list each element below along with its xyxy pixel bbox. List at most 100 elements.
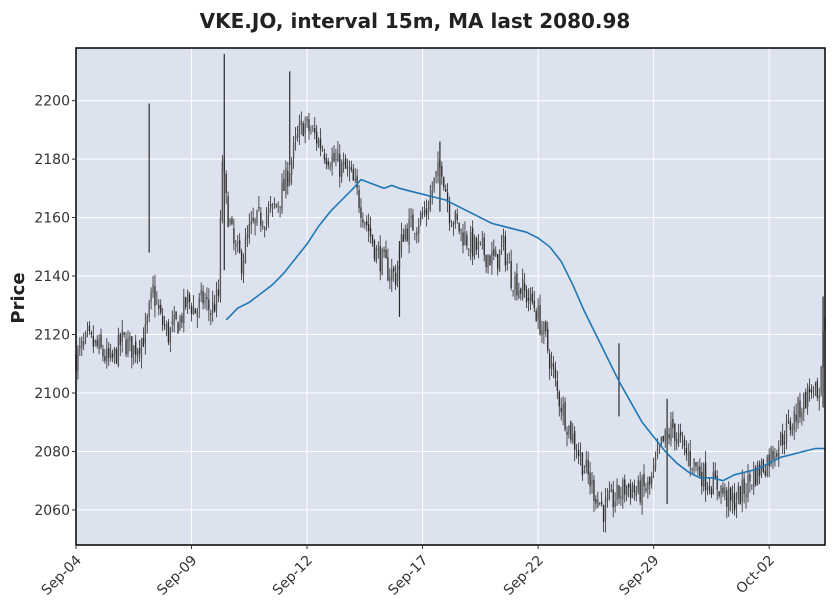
candle-body — [583, 470, 585, 474]
candle-body — [758, 464, 761, 476]
candle-body — [367, 224, 370, 232]
candle-body — [683, 439, 686, 446]
candle-body — [693, 458, 695, 466]
candle-body — [167, 322, 170, 343]
candle-body — [240, 251, 243, 274]
candle-body — [109, 352, 112, 359]
candle-body — [362, 219, 364, 223]
candle-body — [179, 317, 181, 330]
y-axis-label: Price — [8, 272, 29, 323]
candle-body — [491, 251, 493, 265]
candle-body — [504, 236, 507, 266]
candle-body — [148, 302, 150, 318]
candle-body — [327, 161, 329, 166]
candle-body — [533, 300, 535, 309]
candle-body — [358, 190, 360, 208]
candle-body — [731, 494, 734, 503]
candle-body — [620, 496, 622, 500]
candle-body — [724, 487, 726, 496]
candle-body — [169, 327, 172, 343]
candle-body — [635, 491, 637, 497]
candle-body — [129, 336, 131, 341]
candle-body — [81, 340, 83, 348]
candle-body — [117, 335, 120, 366]
candle-body — [728, 488, 730, 511]
x-tick-label: Sep-12 — [270, 553, 316, 599]
candle-body — [458, 222, 460, 232]
candle-body — [473, 236, 476, 255]
candle-body — [787, 419, 790, 423]
candle-body — [456, 213, 458, 221]
candle-body — [127, 338, 129, 355]
candle-body — [202, 290, 204, 304]
candle-body — [610, 489, 612, 492]
candle-body — [658, 445, 661, 447]
candle-body — [733, 492, 736, 511]
candle-body — [312, 128, 314, 130]
candle-body — [554, 369, 557, 379]
moving-average-line — [225, 178, 825, 482]
candle-body — [254, 219, 256, 225]
candle-body — [119, 334, 121, 346]
candle-body — [387, 257, 389, 281]
candle-body — [445, 189, 447, 192]
candle-body — [337, 152, 339, 162]
candle-body — [369, 228, 372, 237]
candle-body — [102, 349, 104, 357]
candle-body — [283, 178, 285, 191]
candle-body — [221, 161, 224, 221]
candle-body — [285, 168, 287, 194]
candle-body — [631, 488, 634, 499]
candle-body — [706, 488, 709, 491]
candle-body — [622, 480, 624, 500]
plot-area: 2060 2080 2100 2120 2140 2160 2180 2200 Sep-04 Se… — [34, 47, 826, 599]
candle-body — [687, 453, 689, 456]
candle-body — [348, 168, 351, 171]
candle-body — [454, 211, 456, 224]
candle-body — [608, 491, 611, 499]
candle-body — [161, 315, 164, 325]
candle-body — [381, 249, 383, 276]
candle-body — [579, 452, 582, 458]
candle-body — [545, 321, 547, 332]
candle-body — [210, 313, 212, 315]
candle-body — [470, 231, 472, 253]
candle-body — [649, 476, 651, 485]
candle-body — [435, 171, 437, 177]
candle-body — [739, 486, 741, 505]
candle-body — [106, 348, 108, 362]
candle-body — [460, 228, 462, 231]
candle-body — [188, 294, 191, 303]
candle-body — [558, 391, 560, 407]
candle-body — [344, 158, 347, 169]
candle-body — [510, 261, 512, 289]
candle-body — [187, 291, 189, 304]
y-tick-label: 2080 — [34, 444, 70, 460]
candle-body — [602, 505, 605, 522]
candle-body — [144, 324, 146, 344]
candle-body — [564, 402, 566, 430]
candle-body — [271, 203, 274, 209]
y-tick-label: 2120 — [34, 328, 70, 344]
candle-body — [685, 447, 688, 454]
x-tick-label: Sep-29 — [616, 553, 662, 599]
candle-body — [674, 424, 676, 442]
candle-body — [258, 207, 260, 209]
candle-body — [443, 177, 445, 188]
candle-body — [793, 411, 795, 430]
candle-body — [175, 311, 177, 319]
candle-body — [233, 228, 235, 244]
candle-body — [104, 356, 106, 361]
candle-body — [448, 203, 451, 224]
candle-body — [595, 498, 597, 504]
candle-body — [135, 341, 137, 355]
candle-body — [462, 232, 464, 246]
candle-body — [737, 485, 740, 500]
candle-body — [781, 434, 784, 446]
candle-body — [764, 471, 766, 476]
candle-body — [604, 499, 607, 522]
candle-body — [150, 291, 152, 303]
candle-body — [639, 480, 641, 502]
